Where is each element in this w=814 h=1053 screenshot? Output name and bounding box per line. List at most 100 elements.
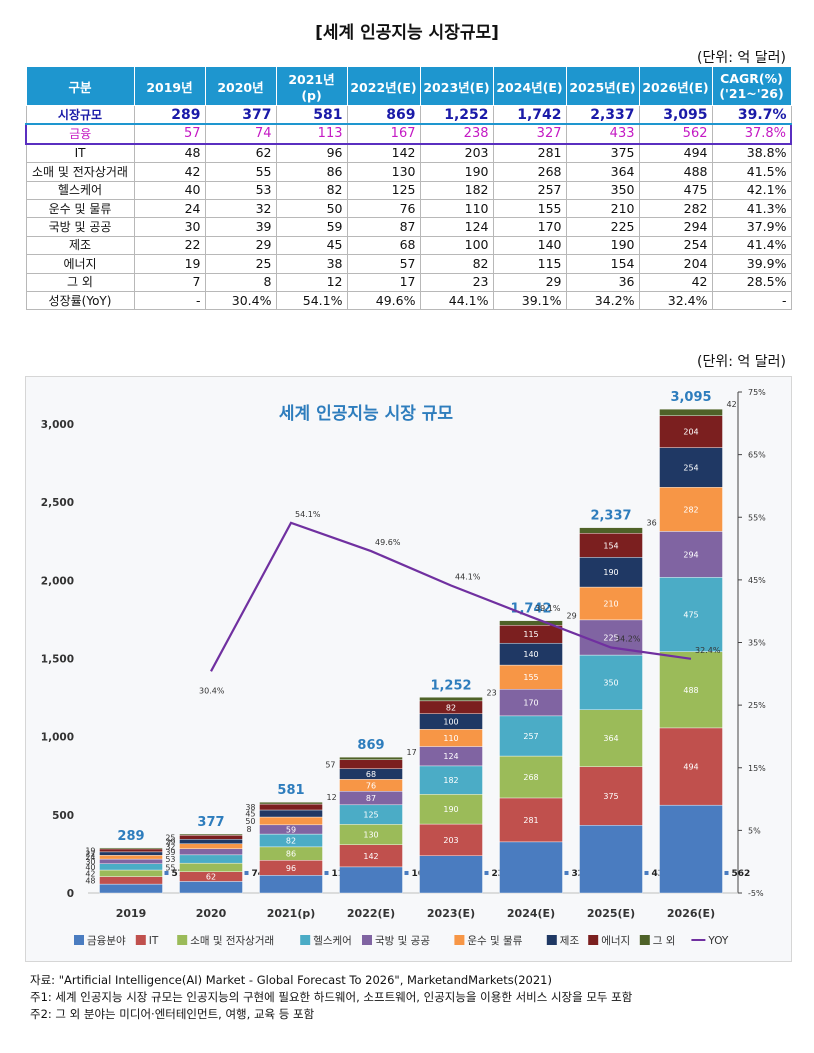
table-cell: 44.1% [419, 290, 494, 311]
bar-value-label: 19 [85, 846, 95, 855]
table-cell: 190 [565, 235, 640, 256]
table-cell: 41.5% [711, 162, 792, 182]
table-cell: 48 [133, 143, 206, 164]
bar-value-marker [164, 871, 169, 875]
bar-segment [499, 620, 563, 626]
bar-value-label: 190 [443, 805, 458, 814]
bar-value-marker [244, 871, 249, 875]
bar-segment [579, 825, 643, 894]
table-cell: 28.5% [711, 272, 792, 292]
bar-segment [259, 803, 323, 811]
bar-segment [179, 881, 243, 894]
table-cell: 45 [275, 235, 348, 256]
row-label: 국방 및 공공 [25, 217, 135, 237]
bar-segment [99, 869, 163, 877]
bar-segment [579, 709, 643, 767]
bar-segment [99, 883, 163, 894]
bar-segment [259, 801, 323, 805]
bar-value-label: 182 [443, 776, 458, 785]
table-cell: 37.9% [711, 217, 792, 237]
y-left-tick-label: 1,500 [41, 654, 74, 666]
bar-total-label: 581 [277, 783, 304, 798]
bar-segment [259, 809, 323, 818]
table-cell: 210 [565, 198, 640, 219]
bar-value-marker [564, 871, 569, 875]
yoy-label: 32.4% [695, 646, 721, 655]
bar-total-label: 1,252 [430, 678, 471, 693]
x-tick-label: 2023(E) [427, 907, 475, 920]
table-cell: 364 [565, 162, 640, 182]
table-cell: 39 [204, 217, 277, 237]
yoy-label: 30.4% [199, 686, 225, 695]
bar-value-label: 268 [523, 773, 538, 782]
table-cell: - [133, 290, 206, 311]
table-cell: 100 [419, 235, 494, 256]
table-row: 국방 및 공공 30 39 59 87 124 170 225 294 37.9% [25, 217, 792, 237]
table-cell: 82 [275, 180, 348, 200]
bar-segment [659, 487, 723, 532]
table-header-row: 구분 2019년 2020년 2021년(p) 2022년(E) 2023년(E) 2024… [25, 66, 792, 106]
table-cell: 24 [133, 198, 206, 219]
bar-segment [419, 765, 483, 795]
table-cell: 203 [419, 143, 494, 164]
table-cell: 581 [275, 105, 348, 126]
table-cell: 154 [565, 254, 640, 274]
table-cell: 76 [346, 198, 421, 219]
x-tick-label: 2020 [196, 907, 227, 920]
y-right-tick-label: 45% [748, 576, 766, 585]
legend-label: 에너지 [601, 935, 630, 947]
legend-label: IT [149, 935, 159, 947]
table-row: 헬스케어 40 53 82 125 182 257 350 475 42.1% [25, 180, 792, 200]
bar-value-label: 38 [245, 803, 255, 812]
bar-value-label: 40 [85, 863, 95, 872]
table-cell: 225 [565, 217, 640, 237]
table-cell: 34.2% [565, 290, 640, 311]
table-row: 운수 및 물류 24 32 50 76 110 155 210 282 41.3% [25, 198, 792, 219]
bar-value-label: 86 [286, 850, 296, 859]
legend-swatch [639, 935, 650, 945]
row-label: 에너지 [25, 254, 135, 274]
yoy-label: 34.2% [615, 635, 641, 644]
bar-value-label: 57 [325, 760, 335, 769]
bar-value-label: 39 [165, 848, 175, 857]
bar-segment [419, 794, 483, 825]
bar-value-label: 68 [366, 770, 376, 779]
table-cell: 12 [275, 272, 348, 292]
legend-swatch [177, 935, 188, 945]
table-cell: 62 [204, 143, 277, 164]
bar-segment [659, 408, 723, 416]
bar-value-label: 7 [167, 839, 172, 848]
bar-segment [499, 715, 563, 757]
row-label: 헬스케어 [25, 180, 135, 200]
legend-swatch [74, 935, 84, 945]
bar-segment [179, 839, 243, 844]
bar-segment [659, 531, 723, 578]
bar-value-label: 562 [732, 869, 751, 879]
yoy-label: 44.1% [455, 573, 481, 582]
table-cell: 7 [133, 272, 206, 292]
table-cell: 55 [204, 162, 277, 182]
bar-segment [99, 848, 163, 853]
table-cell: 96 [275, 143, 348, 164]
bar-value-label: 45 [245, 810, 255, 819]
bar-value-label: 475 [683, 610, 698, 619]
page-title: [세계 인공지능 시장규모] [315, 23, 499, 43]
table-cell: 257 [492, 180, 567, 200]
bar-segment [179, 843, 243, 849]
table-cell: 2,337 [565, 105, 640, 126]
legend-label: 운수 및 물류 [467, 935, 522, 947]
bar-segment [179, 835, 243, 840]
y-right-tick-label: 5% [748, 826, 761, 835]
bar-segment [99, 847, 163, 850]
table-cell: 494 [638, 143, 713, 164]
bar-value-label: 350 [603, 678, 618, 687]
table-cell: 377 [204, 105, 277, 126]
table-cell: 49.6% [346, 290, 421, 311]
y-right-tick-label: 35% [748, 639, 766, 648]
legend-swatch [135, 935, 146, 945]
table-cell: 29 [204, 235, 277, 256]
table-cell: 53 [204, 180, 277, 200]
table-cell: 190 [419, 162, 494, 182]
table-cell: 562 [638, 123, 713, 145]
table-cell: 39.7% [711, 105, 792, 126]
